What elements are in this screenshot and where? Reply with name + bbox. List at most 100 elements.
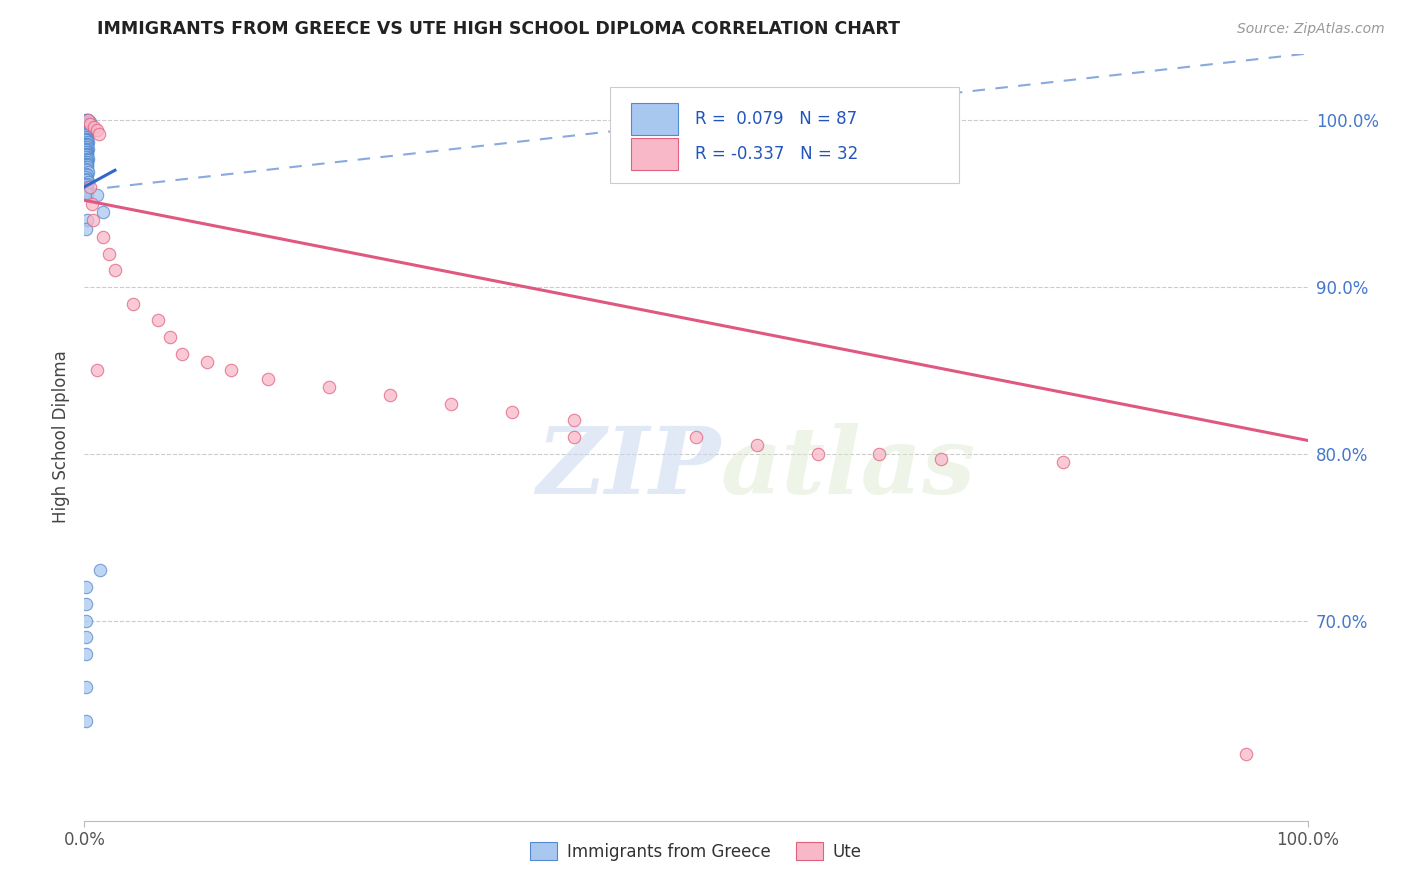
Point [76, 121, 98, 136]
Point [77, 175, 100, 189]
Point [77, 142, 100, 156]
Point [219, 363, 242, 377]
Point [75, 117, 97, 131]
Point [76, 153, 98, 168]
Point [76, 150, 98, 164]
Point [75, 173, 97, 187]
Point [76, 128, 98, 143]
Point [76, 145, 98, 159]
Point [75, 714, 97, 728]
Point [75, 153, 97, 168]
Point [76, 177, 98, 191]
Point [75, 178, 97, 193]
Point [75, 161, 97, 176]
Point [76, 155, 98, 169]
Point [76, 143, 98, 157]
Point [89, 564, 111, 578]
Text: atlas: atlas [720, 423, 976, 513]
Point [380, 388, 402, 402]
Point [86, 123, 108, 137]
Point [76, 117, 98, 131]
Point [1236, 747, 1258, 761]
Point [76, 131, 98, 145]
Point [75, 680, 97, 694]
Point [502, 405, 524, 419]
Point [75, 127, 97, 141]
Point [75, 120, 97, 134]
Point [76, 135, 98, 149]
Point [80, 196, 103, 211]
Point [685, 430, 707, 444]
Point [76, 127, 98, 141]
Point [257, 372, 280, 386]
Point [76, 158, 98, 172]
Point [75, 123, 97, 137]
Point [75, 133, 97, 147]
Text: Source: ZipAtlas.com: Source: ZipAtlas.com [1237, 22, 1385, 37]
Point [75, 145, 97, 159]
Point [75, 129, 97, 144]
Point [76, 152, 98, 166]
Point [77, 118, 100, 132]
Point [76, 113, 98, 128]
Text: ZIP: ZIP [536, 423, 720, 513]
Point [76, 156, 98, 170]
Point [79, 117, 101, 131]
Point [77, 152, 100, 166]
Point [86, 188, 108, 202]
Point [76, 163, 98, 178]
Point [77, 121, 100, 136]
Point [75, 580, 97, 594]
Point [159, 330, 181, 344]
Point [75, 155, 97, 169]
Point [76, 136, 98, 151]
Point [75, 158, 97, 172]
Point [76, 186, 98, 201]
Point [91, 205, 114, 219]
Point [79, 115, 101, 129]
Point [76, 140, 98, 154]
Point [77, 113, 100, 128]
Point [75, 597, 97, 611]
Point [146, 313, 169, 327]
Point [76, 146, 98, 161]
Point [76, 160, 98, 174]
Text: IMMIGRANTS FROM GREECE VS UTE HIGH SCHOOL DIPLOMA CORRELATION CHART: IMMIGRANTS FROM GREECE VS UTE HIGH SCHOO… [97, 21, 900, 38]
Point [91, 230, 114, 244]
Point [195, 355, 218, 369]
Point [75, 138, 97, 153]
Point [79, 180, 101, 194]
Point [76, 171, 98, 186]
Text: R =  0.079   N = 87: R = 0.079 N = 87 [695, 110, 856, 128]
Point [75, 160, 97, 174]
Point [75, 647, 97, 661]
Point [1052, 455, 1074, 469]
FancyBboxPatch shape [631, 103, 678, 135]
Point [76, 120, 98, 134]
Point [172, 347, 194, 361]
Point [75, 128, 97, 143]
Point [75, 221, 97, 235]
Point [77, 135, 100, 149]
Point [75, 113, 97, 128]
Point [76, 129, 98, 144]
Point [75, 118, 97, 132]
Point [75, 140, 97, 154]
Point [75, 614, 97, 628]
Point [76, 168, 98, 182]
Point [929, 451, 952, 466]
Point [807, 447, 830, 461]
Point [75, 181, 97, 195]
Point [104, 263, 127, 277]
FancyBboxPatch shape [610, 87, 959, 183]
Legend: Immigrants from Greece, Ute: Immigrants from Greece, Ute [524, 836, 868, 868]
Point [76, 183, 98, 197]
FancyBboxPatch shape [631, 138, 678, 170]
Y-axis label: High School Diploma: High School Diploma [52, 351, 70, 524]
Point [747, 438, 769, 452]
Point [77, 165, 100, 179]
Point [75, 143, 97, 157]
Point [122, 296, 145, 310]
Point [75, 167, 97, 181]
Point [76, 180, 98, 194]
